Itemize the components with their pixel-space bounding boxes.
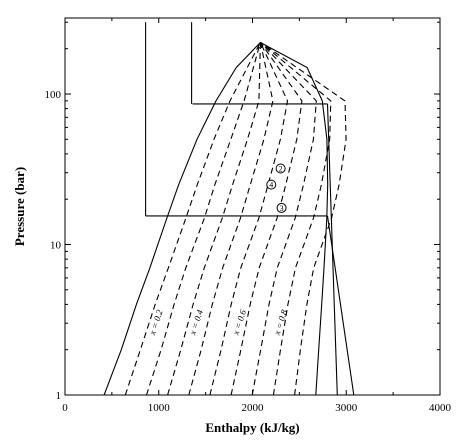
- quality-line-3: [167, 42, 261, 396]
- saturated-liquid-line: [103, 42, 261, 396]
- y-tick-label: 1: [56, 390, 62, 402]
- saturation-dome: [103, 42, 329, 396]
- state-point-marker: [275, 163, 286, 174]
- quality-line-4: [188, 42, 274, 396]
- state-point-marker: [276, 202, 287, 213]
- y-axis-title: Pressure (bar): [12, 167, 27, 246]
- quality-line-8: [260, 41, 332, 396]
- state-point-label: 2: [279, 164, 283, 173]
- state-point-3: 3: [276, 202, 287, 213]
- quality-line-5: [209, 42, 289, 396]
- quality-label-2: x = 0.4: [187, 308, 205, 337]
- quality-line-2: [145, 42, 261, 396]
- state-point-marker: [266, 179, 277, 190]
- quality-label-1: x = 0.2: [147, 308, 165, 337]
- plot-area: [64, 17, 441, 396]
- quality-line-7: [251, 41, 317, 396]
- x-tick-label: 0: [62, 402, 68, 414]
- quality-line-6: [230, 41, 303, 396]
- x-tick-label: 1000: [148, 402, 171, 414]
- saturated-vapor-line: [260, 42, 329, 396]
- quality-label-3: x = 0.6: [230, 308, 248, 337]
- x-tick-label: 2000: [242, 402, 265, 414]
- x-tick-label: 4000: [429, 402, 452, 414]
- state-point-4: 4: [266, 179, 277, 190]
- x-tick-label: 3000: [335, 402, 358, 414]
- plot-frame: [64, 17, 441, 396]
- y-tick-label: 100: [45, 89, 62, 101]
- y-tick-label: 10: [50, 240, 62, 252]
- state-point-2: 2: [275, 163, 286, 174]
- state-point-label: 4: [269, 181, 273, 190]
- quality-lines: x = 0.2 x = 0.4 x = 0.6 x = 0.8: [124, 41, 347, 396]
- cycle-superheat-low: [326, 215, 355, 396]
- state-point-label: 3: [280, 204, 284, 213]
- x-axis-title: Enthalpy (kJ/kg): [205, 420, 299, 435]
- quality-line-9: [260, 41, 347, 396]
- quality-line-1: [124, 42, 261, 396]
- y-axis-ticks: 1 10 100: [45, 21, 440, 402]
- state-points: 24 3: [266, 163, 287, 213]
- cycle-lines: [145, 22, 355, 396]
- quality-label-4: x = 0.8: [271, 308, 289, 337]
- x-axis-ticks: 0 1000 2000 3000 4000: [62, 18, 452, 414]
